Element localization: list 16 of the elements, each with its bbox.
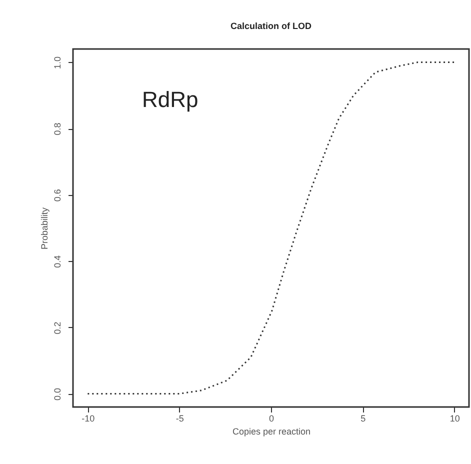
x-axis-title: Copies per reaction [232,426,311,436]
y-tick-label: 1.0 [52,56,62,70]
x-tick-label: 5 [360,414,366,424]
x-tick-label: -5 [176,414,184,424]
y-tick-label: 0.4 [52,255,62,268]
y-tick-label: 0.2 [52,322,62,334]
y-tick-label: 0.8 [52,122,62,136]
x-tick-label: 0 [268,414,274,424]
y-axis-title: Probability [40,206,50,250]
line-series [86,62,456,394]
y-tick-label: 0.6 [52,189,62,202]
y-tick-label: 0.0 [52,388,62,400]
chart-title: Calculation of LOD [230,21,312,31]
x-tick-label: 10 [450,414,460,424]
annotation: RdRp [142,87,198,112]
x-tick-label: -10 [82,414,95,424]
